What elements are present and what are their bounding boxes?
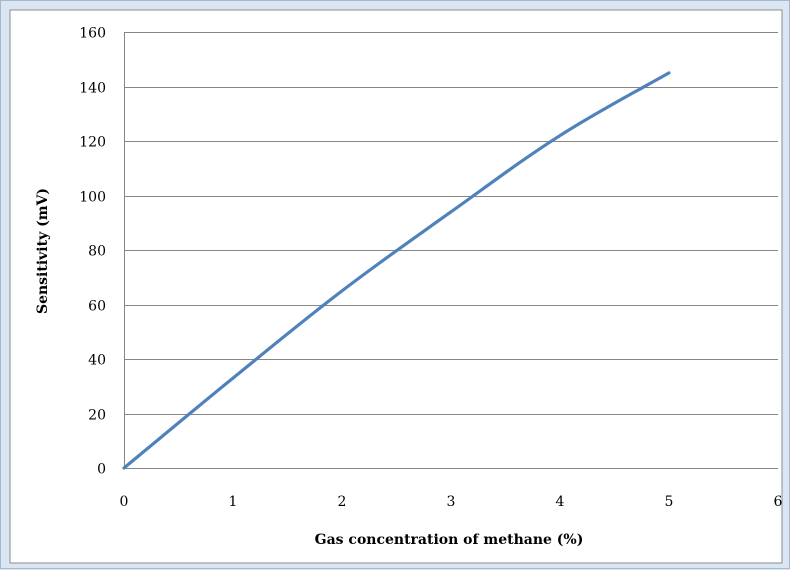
x-tick-label: 3 [447,494,456,510]
series-layer [122,71,671,470]
y-tick-label: 20 [88,408,106,424]
y-tick-label: 60 [88,299,106,315]
y-tick-label: 0 [97,462,106,478]
x-tick-label: 2 [338,494,347,510]
y-tick-label: 80 [88,244,106,260]
x-tick-label: 1 [229,494,238,510]
y-tick-label: 40 [88,353,106,369]
x-tick-label: 4 [556,494,565,510]
x-tick-label: 5 [665,494,674,510]
series-line [122,71,671,470]
y-tick-label: 120 [79,135,106,151]
x-tick-label: 6 [774,494,783,510]
y-tick-label: 160 [79,26,106,42]
gridlines [124,32,778,415]
y-axis-title: Sensitivity (mV) [35,188,51,314]
x-tick-label: 0 [120,494,129,510]
chart-area [9,9,783,564]
tick-labels: 0 20 40 60 80 100 120 140 160 0 1 2 3 4 5 6 [79,26,782,511]
y-tick-label: 140 [79,81,106,97]
y-tick-label: 100 [79,190,106,206]
x-axis-title: Gas concentration of methane (%) [315,532,584,548]
axes [124,32,778,469]
